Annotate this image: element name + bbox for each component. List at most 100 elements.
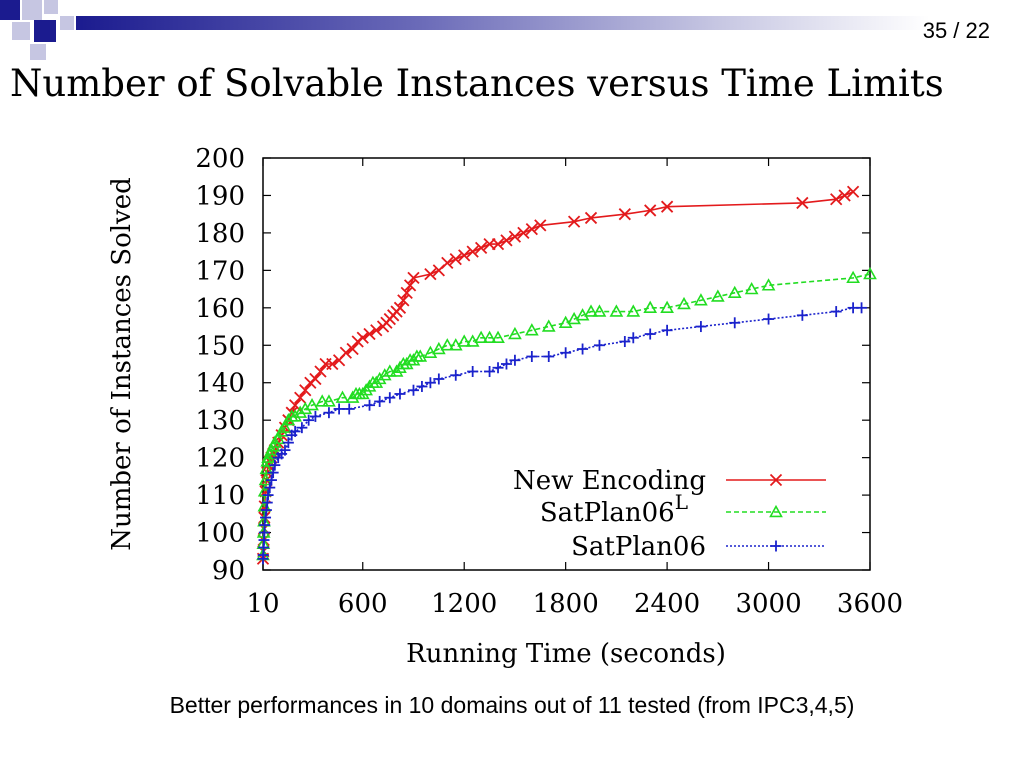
header-decoration-square (34, 20, 56, 42)
header-decoration-square (12, 22, 30, 40)
data-point (660, 200, 674, 213)
line-chart: 90 100 110 120 130 140 150 160 170 180 190 200 10 60… (107, 144, 903, 669)
data-point (372, 371, 387, 385)
legend-label: SatPlan06 (571, 532, 706, 562)
data-point (474, 241, 488, 255)
data-point (534, 219, 547, 232)
x-tick-label: 1800 (533, 589, 599, 619)
series-line (262, 273, 871, 556)
data-point (541, 319, 556, 332)
y-tick-label: 140 (195, 369, 245, 399)
data-point (508, 230, 522, 243)
data-point (467, 365, 479, 377)
data-point (526, 351, 538, 363)
legend-marker (769, 504, 783, 518)
data-point (433, 373, 445, 385)
data-point (644, 328, 656, 340)
data-point (863, 266, 877, 280)
data-point (407, 271, 420, 284)
page-number: 35 / 22 (922, 18, 990, 43)
data-point (359, 383, 373, 396)
data-point (265, 474, 277, 486)
data-point (363, 327, 376, 341)
data-point (500, 358, 512, 370)
footnote: Better performances in 10 domains out of… (169, 692, 855, 718)
data-point (289, 425, 301, 437)
data-point (509, 354, 521, 366)
data-point (413, 349, 428, 362)
y-tick-label: 110 (195, 481, 245, 511)
data-point (710, 289, 725, 302)
y-tick-label: 170 (195, 256, 245, 286)
header-decoration-square (60, 16, 74, 30)
data-point (677, 296, 691, 310)
data-point (262, 489, 274, 501)
x-tick-label: 3600 (837, 589, 903, 619)
data-point (267, 435, 282, 448)
y-axis-title: Number of Instances Solved (107, 177, 137, 551)
data-point (830, 306, 842, 318)
x-axis: 10 600 1200 1800 2400 3000 3600 (246, 158, 903, 619)
x-tick-label: 600 (338, 589, 388, 619)
y-tick-label: 180 (195, 219, 245, 249)
data-point (484, 365, 496, 377)
data-point (525, 223, 538, 236)
slide-title: Number of Solvable Instances versus Time… (10, 62, 944, 105)
data-point (729, 317, 741, 329)
legend-marker (770, 540, 782, 552)
data-point (333, 403, 345, 415)
data-point (644, 204, 657, 217)
data-point (303, 414, 315, 426)
data-point (661, 324, 673, 336)
data-point (450, 369, 462, 381)
y-tick-label: 100 (195, 519, 245, 549)
data-point (761, 278, 776, 291)
data-point (474, 330, 488, 343)
data-point (288, 409, 302, 422)
legend-label: New Encoding (513, 466, 706, 496)
data-point (323, 407, 335, 419)
data-point (796, 309, 808, 321)
data-point (727, 285, 742, 299)
x-tick-label: 10 (246, 589, 279, 619)
data-point (517, 226, 530, 240)
x-tick-label: 3000 (735, 589, 801, 619)
data-point (619, 336, 631, 348)
data-point (299, 384, 312, 397)
data-point (577, 343, 589, 355)
data-point (838, 189, 851, 202)
data-point (457, 334, 472, 347)
data-point (458, 249, 471, 262)
data-point (482, 330, 497, 343)
y-tick-label: 120 (195, 444, 245, 474)
data-point (393, 301, 407, 314)
data-point (609, 304, 624, 317)
data-point (543, 351, 555, 363)
data-point (560, 347, 572, 359)
data-point (846, 270, 860, 284)
data-point (304, 376, 317, 389)
data-point (508, 326, 522, 340)
data-point (618, 208, 631, 221)
data-point (567, 215, 581, 228)
slide-header: 35 / 22 (0, 0, 1024, 60)
y-axis: 90 100 110 120 130 140 150 160 170 180 190 200 (195, 144, 870, 586)
data-point (364, 399, 376, 411)
data-point (382, 364, 397, 377)
data-point (424, 377, 436, 389)
legend-marker (769, 473, 783, 487)
x-axis-title: Running Time (seconds) (406, 639, 726, 669)
data-point (271, 431, 286, 445)
data-point (346, 342, 359, 356)
data-point (397, 294, 410, 307)
data-point (279, 444, 291, 456)
header-gradient-bar (76, 16, 930, 30)
y-tick-label: 160 (195, 294, 245, 324)
data-point (309, 372, 322, 386)
data-point (278, 420, 292, 433)
data-point (389, 364, 404, 377)
data-point (355, 386, 370, 400)
series-layer (256, 185, 877, 565)
data-point (627, 332, 639, 344)
data-point (626, 304, 641, 317)
